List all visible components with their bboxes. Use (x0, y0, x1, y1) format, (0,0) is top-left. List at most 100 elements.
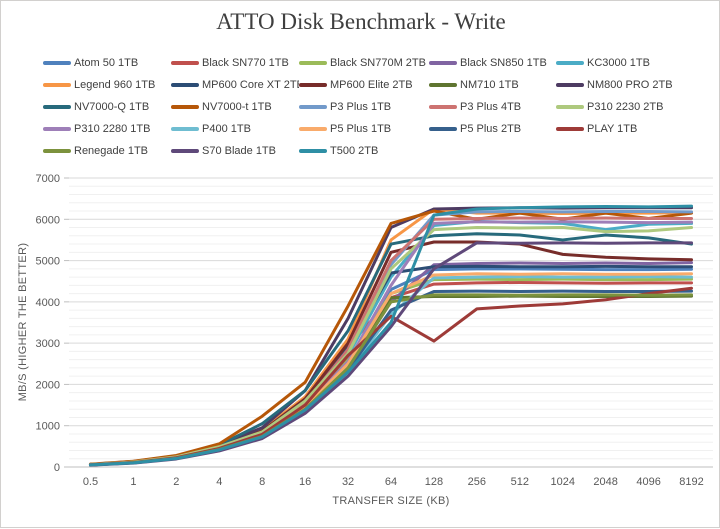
x-tick-label: 16 (299, 476, 311, 488)
x-tick-label: 8 (259, 476, 265, 488)
x-tick-label: 2 (173, 476, 179, 488)
legend-label: P5 Plus 2TB (460, 123, 522, 135)
legend-line-marker (429, 127, 457, 131)
legend-item-legend-960-1tb: Legend 960 1TB (43, 74, 171, 96)
legend-item-s70-blade-1tb: S70 Blade 1TB (171, 140, 299, 162)
legend-line-marker (299, 61, 327, 65)
legend-label: P310 2280 1TB (74, 123, 151, 135)
legend-label: T500 2TB (330, 145, 379, 157)
series-line-p3-plus-1tb (88, 209, 694, 467)
legend-item-p3-plus-1tb: P3 Plus 1TB (299, 96, 429, 118)
y-tick-label: 2000 (36, 379, 60, 391)
legend-line-marker (43, 61, 71, 65)
legend-line-marker (299, 105, 327, 109)
x-tick-label: 512 (511, 476, 529, 488)
x-tick-label: 0.5 (83, 476, 98, 488)
legend-item-renegade-1tb: Renegade 1TB (43, 140, 171, 162)
legend-label: KC3000 1TB (587, 57, 650, 69)
legend-line-marker (299, 83, 327, 87)
legend-line-marker (556, 127, 584, 131)
legend-line-marker (429, 83, 457, 87)
legend-label: P3 Plus 1TB (330, 101, 392, 113)
legend-line-marker (556, 105, 584, 109)
legend-item-atom-50-1tb: Atom 50 1TB (43, 52, 171, 74)
x-tick-label: 128 (425, 476, 443, 488)
legend-label: Legend 960 1TB (74, 79, 156, 91)
legend-label: Black SN850 1TB (460, 57, 547, 69)
legend-item-p400-1tb: P400 1TB (171, 118, 299, 140)
legend-label: NM800 PRO 2TB (587, 79, 673, 91)
legend-label: MP600 Elite 2TB (330, 79, 413, 91)
legend-item-black-sn770-1tb: Black SN770 1TB (171, 52, 299, 74)
legend-item-p310-2280-1tb: P310 2280 1TB (43, 118, 171, 140)
legend-label: Black SN770M 2TB (330, 57, 426, 69)
legend-item-black-sn850-1tb: Black SN850 1TB (429, 52, 556, 74)
legend-item-p5-plus-2tb: P5 Plus 2TB (429, 118, 556, 140)
series-line-p400-1tb (88, 275, 694, 467)
x-tick-label: 1024 (550, 476, 574, 488)
legend-line-marker (171, 61, 199, 65)
legend-item-nm710-1tb: NM710 1TB (429, 74, 556, 96)
legend-line-marker (299, 149, 327, 153)
legend-item-nv7000-t-1tb: NV7000-t 1TB (171, 96, 299, 118)
legend-label: Renegade 1TB (74, 145, 148, 157)
legend-item-p310-2230-2tb: P310 2230 2TB (556, 96, 703, 118)
legend-item-mp600-elite-2tb: MP600 Elite 2TB (299, 74, 429, 96)
legend-label: PLAY 1TB (587, 123, 638, 135)
x-tick-label: 1 (130, 476, 136, 488)
legend-label: P400 1TB (202, 123, 251, 135)
y-tick-label: 3000 (36, 338, 60, 350)
y-tick-label: 6000 (36, 214, 60, 226)
legend-line-marker (43, 127, 71, 131)
legend-label: NM710 1TB (460, 79, 519, 91)
x-tick-label: 4096 (636, 476, 660, 488)
legend-item-mp600-core-xt-2tb: MP600 Core XT 2TB (171, 74, 299, 96)
legend-line-marker (171, 149, 199, 153)
y-axis-title: MB/S (HIGHER THE BETTER) (17, 242, 29, 402)
legend-line-marker (171, 83, 199, 87)
legend-item-t500-2tb: T500 2TB (299, 140, 429, 162)
legend-line-marker (171, 105, 199, 109)
x-axis-title: TRANSFER SIZE (KB) (332, 495, 450, 507)
legend-line-marker (43, 83, 71, 87)
x-tick-label: 64 (385, 476, 397, 488)
y-tick-label: 4000 (36, 297, 60, 309)
x-tick-label: 8192 (679, 476, 703, 488)
legend-line-marker (299, 127, 327, 131)
legend-item-play-1tb: PLAY 1TB (556, 118, 703, 140)
legend-label: MP600 Core XT 2TB (202, 79, 299, 91)
legend-item-p5-plus-1tb: P5 Plus 1TB (299, 118, 429, 140)
legend-label: P3 Plus 4TB (460, 101, 522, 113)
series-line-nv7000-t-1tb (88, 209, 694, 466)
legend-line-marker (43, 149, 71, 153)
legend-line-marker (556, 83, 584, 87)
legend-label: Black SN770 1TB (202, 57, 289, 69)
legend-label: NV7000-t 1TB (202, 101, 272, 113)
legend-item-p3-plus-4tb: P3 Plus 4TB (429, 96, 556, 118)
legend-item-nm800-pro-2tb: NM800 PRO 2TB (556, 74, 703, 96)
legend-label: P5 Plus 1TB (330, 123, 392, 135)
legend-label: P310 2230 2TB (587, 101, 664, 113)
y-tick-label: 7000 (36, 173, 60, 185)
legend-item-black-sn770m-2tb: Black SN770M 2TB (299, 52, 429, 74)
legend-line-marker (556, 61, 584, 65)
x-tick-label: 32 (342, 476, 354, 488)
legend-item-kc3000-1tb: KC3000 1TB (556, 52, 703, 74)
x-tick-label: 256 (468, 476, 486, 488)
x-tick-label: 4 (216, 476, 222, 488)
series-line-black-sn770m-2tb (88, 277, 694, 467)
legend-label: S70 Blade 1TB (202, 145, 276, 157)
legend-line-marker (429, 105, 457, 109)
series-line-t500-2tb (88, 204, 694, 467)
legend-label: NV7000-Q 1TB (74, 101, 150, 113)
y-tick-label: 1000 (36, 421, 60, 433)
legend-line-marker (43, 105, 71, 109)
y-tick-label: 0 (54, 462, 60, 474)
chart-title: ATTO Disk Benchmark - Write (216, 9, 506, 34)
y-tick-label: 5000 (36, 256, 60, 268)
chart-legend: Atom 50 1TB Black SN770 1TB Black SN770M 2… (43, 52, 703, 162)
legend-label: Atom 50 1TB (74, 57, 139, 69)
x-tick-label: 2048 (593, 476, 617, 488)
